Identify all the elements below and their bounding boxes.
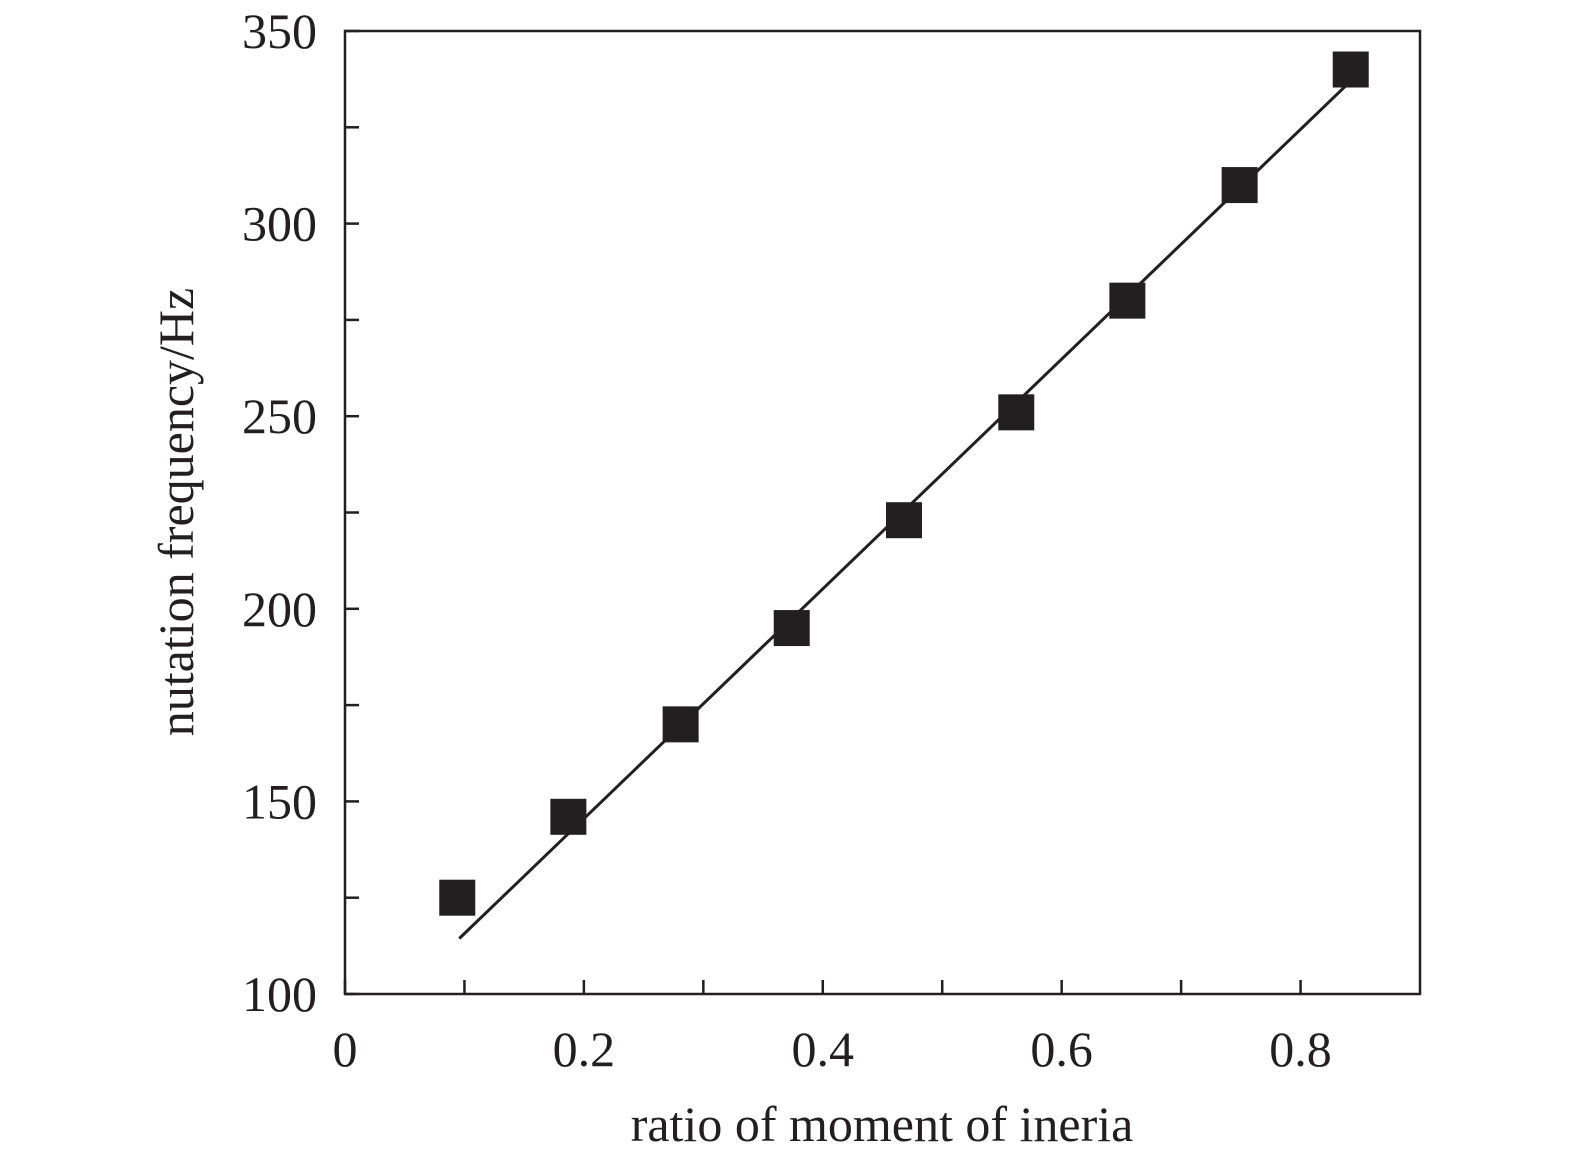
- data-point: [773, 610, 810, 647]
- data-point: [1109, 282, 1146, 319]
- y-tick-label: 350: [242, 3, 317, 59]
- data-point: [662, 706, 699, 743]
- y-tick-label: 150: [242, 773, 317, 829]
- data-point: [439, 879, 476, 916]
- x-tick-label: 0.2: [553, 1021, 616, 1077]
- x-axis-ticks: [343, 980, 1302, 994]
- data-point: [886, 502, 922, 539]
- data-point: [998, 394, 1035, 431]
- x-tick-label: 0.4: [792, 1021, 855, 1077]
- data-point: [1221, 167, 1258, 204]
- data-point: [1332, 51, 1369, 88]
- y-tick-label: 300: [242, 196, 317, 252]
- x-axis-tick-labels: 0 0.2 0.4 0.6 0.8: [333, 1021, 1332, 1077]
- data-markers: [439, 51, 1369, 916]
- y-axis-title: nutation frequency/Hz: [148, 288, 204, 736]
- x-tick-label: 0.8: [1269, 1021, 1332, 1077]
- x-tick-label: 0.6: [1030, 1021, 1093, 1077]
- y-tick-label: 100: [242, 966, 317, 1022]
- plot-frame: [343, 29, 1422, 996]
- y-tick-label: 250: [242, 388, 317, 444]
- x-tick-label: 0: [333, 1021, 358, 1077]
- y-axis-tick-labels: 100 150 200 250 300 350: [242, 3, 317, 1022]
- x-axis-title: ratio of moment of ineria: [631, 1096, 1134, 1152]
- y-tick-label: 200: [242, 581, 317, 637]
- y-axis-ticks: [345, 29, 359, 996]
- data-point: [550, 798, 587, 835]
